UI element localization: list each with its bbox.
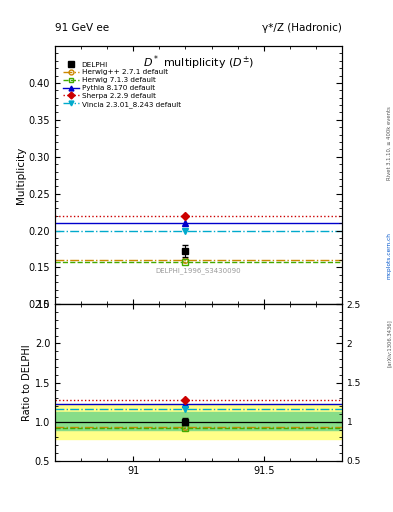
Y-axis label: Multiplicity: Multiplicity [16, 146, 26, 204]
Bar [55, 404, 342, 439]
Text: $D^*$ multiplicity $(D^{\pm})$: $D^*$ multiplicity $(D^{\pm})$ [143, 54, 254, 72]
Text: 91 GeV ee: 91 GeV ee [55, 23, 109, 33]
Text: Rivet 3.1.10, ≥ 400k events: Rivet 3.1.10, ≥ 400k events [386, 106, 391, 180]
Text: DELPHI_1996_S3430090: DELPHI_1996_S3430090 [156, 267, 241, 274]
Text: [arXiv:1306.3436]: [arXiv:1306.3436] [386, 319, 391, 367]
Y-axis label: Ratio to DELPHI: Ratio to DELPHI [22, 344, 32, 421]
Text: γ*/Z (Hadronic): γ*/Z (Hadronic) [262, 23, 342, 33]
Legend: DELPHI, Herwig++ 2.7.1 default, Herwig 7.1.3 default, Pythia 8.170 default, Sher: DELPHI, Herwig++ 2.7.1 default, Herwig 7… [61, 60, 182, 109]
Text: mcplots.cern.ch: mcplots.cern.ch [386, 232, 391, 280]
Bar [55, 412, 342, 430]
